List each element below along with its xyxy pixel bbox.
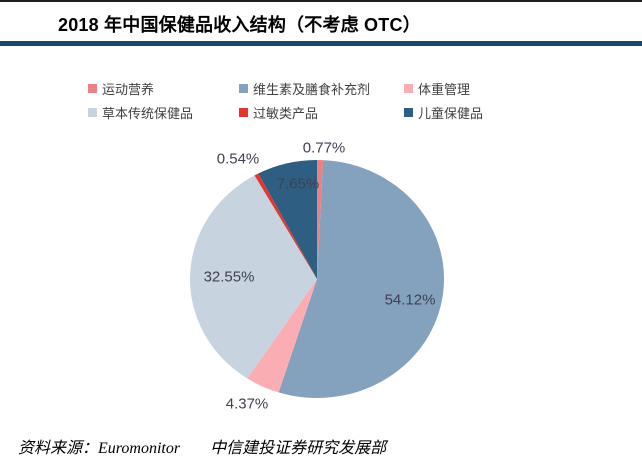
legend-label: 草本传统保健品 (102, 105, 194, 121)
slice-label-herbal-traditional: 32.55% (203, 268, 255, 286)
legend-label: 体重管理 (418, 81, 471, 97)
legend-swatch (88, 83, 97, 93)
legend-item-vitamins-supplements: 维生素及膳食补充剂 (239, 80, 371, 97)
slice-label-vitamins-supplements: 54.12% (384, 291, 436, 309)
legend-swatch (404, 107, 413, 117)
pie-slice (258, 160, 317, 279)
legend-swatch (88, 107, 97, 117)
pie-slice (247, 279, 317, 393)
slice-label-allergy-products: 0.54% (216, 150, 260, 168)
source-note: 资料来源：Euromonitor 中信建投证券研究发展部 (18, 434, 386, 458)
legend-item-weight-management: 体重管理 (404, 80, 471, 97)
legend-item-herbal-traditional: 草本传统保健品 (88, 104, 194, 121)
legend-swatch (239, 107, 248, 117)
source-prefix: 资料来源： (18, 440, 99, 457)
legend-label: 运动营养 (102, 81, 155, 97)
pie-slice (254, 173, 317, 279)
page-title: 2018 年中国保健品收入结构（不考虑 OTC） (58, 15, 421, 35)
top-border-line (0, 0, 642, 2)
title-divider-rule (0, 41, 642, 46)
legend-label: 过敏类产品 (253, 105, 319, 121)
legend-swatch (404, 83, 413, 93)
slice-label-children-health: 7.65% (276, 175, 320, 193)
pie-slice (278, 160, 444, 399)
source-name: Euromonitor (98, 440, 181, 457)
slice-label-sports-nutrition: 0.77% (302, 139, 346, 157)
pie-slice (317, 160, 324, 279)
legend-item-sports-nutrition: 运动营养 (88, 80, 155, 97)
legend-label: 维生素及膳食补充剂 (253, 81, 371, 97)
legend-swatch (239, 83, 248, 93)
pie-slice (189, 175, 317, 379)
legend-item-allergy-products: 过敏类产品 (239, 104, 319, 121)
source-org: 中信建投证券研究发展部 (210, 440, 387, 457)
legend-label: 儿童保健品 (418, 105, 484, 121)
legend-item-children-health: 儿童保健品 (404, 104, 484, 121)
slice-label-weight-management: 4.37% (225, 395, 269, 413)
